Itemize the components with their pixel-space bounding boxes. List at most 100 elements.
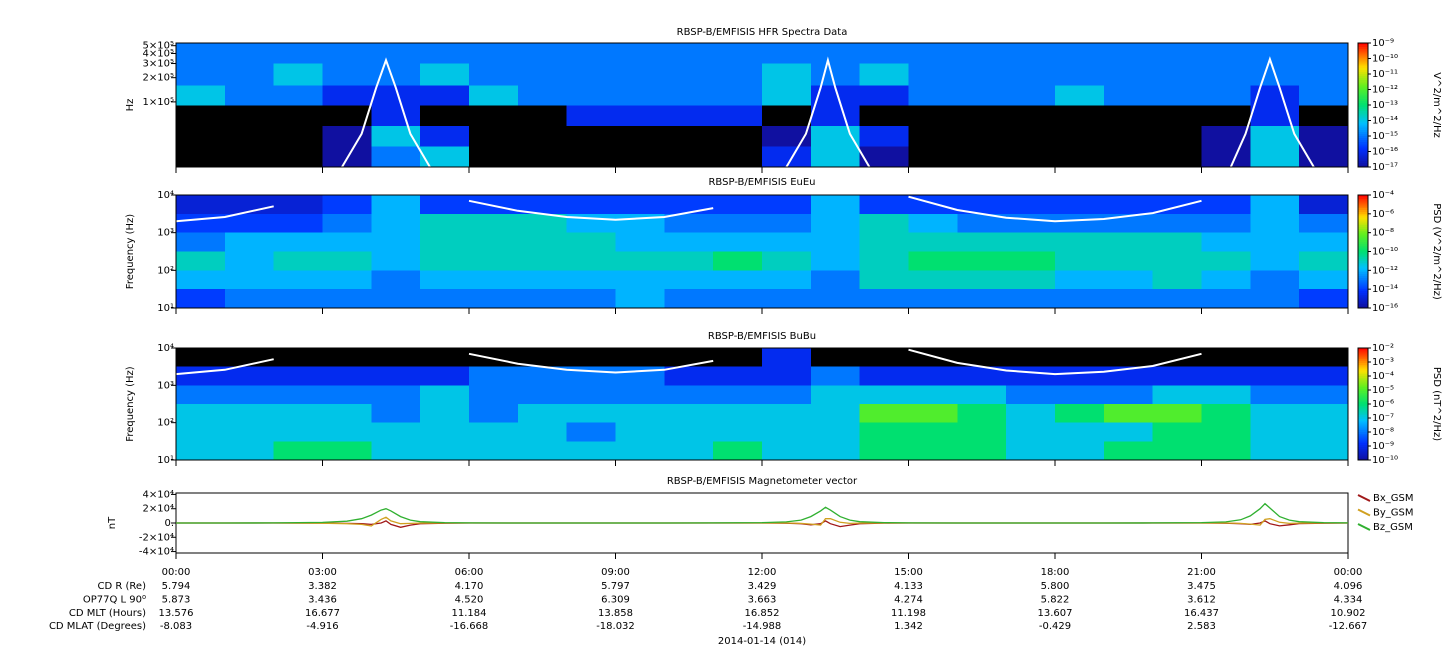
colorbar-segment — [1358, 361, 1368, 364]
spectrogram-cell — [1006, 251, 1056, 271]
spectrogram-cell — [566, 126, 617, 147]
colorbar-segment — [1358, 437, 1368, 441]
spectrogram-cell — [273, 441, 324, 461]
spectrogram-cell — [469, 85, 519, 107]
spectrogram-cell — [1006, 366, 1056, 386]
spectrogram-cell — [517, 213, 568, 234]
spectrogram-cell — [224, 232, 275, 253]
x-tick-label: 03:00 — [308, 567, 337, 578]
spectrogram-cell — [1103, 289, 1154, 309]
cyclotron-curve — [341, 56, 1315, 167]
spectrogram-cell — [322, 63, 372, 87]
x-tick-label: 00:00 — [1334, 567, 1363, 578]
colorbar-segment — [1358, 78, 1368, 81]
spectrogram-cell — [566, 146, 617, 168]
spectrogram-cell — [1103, 348, 1154, 368]
colorbar-segment — [1358, 277, 1368, 281]
colorbar-segment — [1358, 446, 1368, 450]
spectrogram-cell — [371, 385, 421, 405]
spectrogram-cell — [664, 289, 714, 309]
spectrogram-cell — [762, 43, 812, 65]
spectrogram-cell — [566, 404, 617, 424]
spectrogram-cell — [1250, 441, 1300, 461]
spectrogram-cell — [664, 85, 714, 107]
spectrogram-cell — [957, 195, 1007, 215]
spectrogram-cell — [322, 232, 372, 253]
spectrogram-cell — [224, 270, 275, 290]
colorbar-segment — [1358, 57, 1368, 61]
spectrogram-cell — [224, 43, 275, 65]
ephemeris-value: 4.096 — [1334, 581, 1363, 592]
spectrogram-cell — [371, 404, 421, 424]
spectrogram-cell — [1152, 270, 1203, 290]
y-tick-label: 10⁴ — [157, 190, 174, 201]
ephemeris-value: 3.612 — [1187, 595, 1216, 606]
spectrogram-cell — [1152, 289, 1203, 309]
spectrogram-cell — [810, 441, 861, 461]
spectrogram-cell — [1152, 366, 1203, 386]
ephemeris-value: 3.429 — [748, 581, 777, 592]
spectrogram-cell — [1201, 385, 1251, 405]
colorbar-segment — [1358, 245, 1368, 249]
spectrogram-cell — [1299, 404, 1349, 424]
colorbar-segment — [1358, 283, 1368, 286]
spectrogram-cell — [1103, 126, 1154, 147]
colorbar-segment — [1358, 262, 1368, 266]
colorbar-segment — [1358, 385, 1368, 388]
ephemeris-value: 16.437 — [1184, 608, 1219, 619]
spectrogram-cell — [615, 63, 665, 87]
colorbar-segment — [1358, 107, 1368, 110]
spectrogram-cell — [957, 43, 1007, 65]
spectrogram-cell — [224, 289, 275, 309]
colorbar-segment — [1358, 45, 1368, 48]
spectrogram-cell — [859, 126, 910, 147]
colorbar-segment — [1358, 74, 1368, 77]
spectrogram-cell — [1299, 126, 1349, 147]
colorbar-segment — [1358, 259, 1368, 262]
colorbar-tick-label: 10⁻⁹ — [1372, 441, 1394, 452]
colorbar-segment — [1358, 92, 1368, 96]
spectrogram-cell — [762, 105, 812, 127]
spectrogram-cell — [908, 404, 958, 424]
colorbar-tick-label: 10⁻⁸ — [1372, 427, 1394, 438]
spectrogram-cell — [371, 195, 421, 215]
colorbar-segment — [1358, 65, 1368, 69]
spectrogram-cell — [859, 195, 910, 215]
spectrogram-cell — [273, 289, 324, 309]
legend-swatch — [1357, 508, 1371, 517]
spectrogram-cell — [1299, 105, 1349, 127]
spectrogram-cell — [615, 404, 665, 424]
spectrogram-cell — [1103, 251, 1154, 271]
spectrogram-cell — [1055, 251, 1105, 271]
x-tick-label: 21:00 — [1187, 567, 1216, 578]
spectrogram-cell — [615, 385, 665, 405]
spectrogram-cell — [469, 348, 519, 368]
colorbar-segment — [1358, 370, 1368, 373]
spectrogram-cell — [176, 366, 226, 386]
spectrogram-cell — [469, 366, 519, 386]
colorbar-segment — [1358, 160, 1368, 164]
spectrogram-cell — [322, 85, 372, 107]
spectrogram-cell — [859, 422, 910, 442]
spectrogram-cell — [957, 105, 1007, 127]
ephemeris-value: 4.170 — [455, 581, 484, 592]
spectrogram-cell — [664, 366, 714, 386]
colorbar-segment — [1358, 300, 1368, 303]
spectrogram-cell — [713, 422, 763, 442]
colorbar-segment — [1358, 374, 1368, 377]
spectrogram-cell — [469, 146, 519, 168]
spectrogram-cell — [566, 195, 617, 215]
spectrogram-cell — [810, 232, 861, 253]
spectrogram-cell — [957, 213, 1007, 234]
colorbar-segment — [1358, 405, 1368, 409]
colorbar-segment — [1358, 458, 1368, 461]
spectrogram-cell — [810, 105, 861, 127]
y-tick-label: 10² — [157, 418, 174, 429]
spectrogram-cell — [420, 289, 470, 309]
spectrogram-cell — [176, 105, 226, 127]
colorbar-segment — [1358, 158, 1368, 162]
spectrogram-cell — [1250, 422, 1300, 442]
colorbar-segment — [1358, 200, 1368, 204]
spectrogram-cell — [273, 126, 324, 147]
ephemeris-value: 3.382 — [308, 581, 337, 592]
